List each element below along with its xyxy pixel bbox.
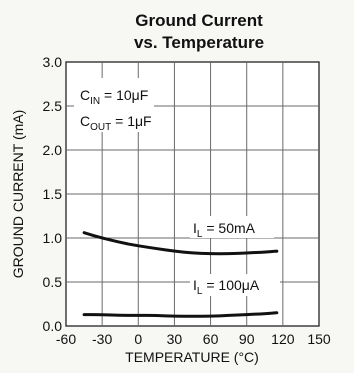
chart-title: Ground Current: [135, 11, 263, 30]
y-tick-label: 2.5: [43, 98, 63, 114]
x-tick-label: 150: [307, 331, 331, 347]
x-tick-label: -30: [92, 331, 112, 347]
x-tick-label: 0: [134, 331, 142, 347]
series-label-50ma: IL = 50mA: [193, 220, 256, 240]
series-line-50ma: [82, 231, 279, 256]
x-axis-label: TEMPERATURE (°C): [125, 349, 259, 365]
series-label-bg-50ma: [190, 216, 274, 238]
y-tick-label: 0.0: [43, 318, 63, 334]
cout-label: COUT = 1μF: [80, 113, 152, 133]
y-tick-label: 1.5: [43, 186, 63, 202]
y-tick-label: 0.5: [43, 274, 63, 290]
series-lines: [82, 231, 279, 318]
series-line-100ua: [82, 311, 279, 318]
x-tick-label: 30: [167, 331, 183, 347]
x-tick-label: -60: [56, 331, 76, 347]
x-tick-label: 120: [271, 331, 295, 347]
y-tick-label: 1.0: [43, 230, 63, 246]
conditions-box: [74, 78, 154, 132]
y-tick-labels: 0.0 0.5 1.0 1.5 2.0 2.5 3.0: [43, 54, 63, 334]
cin-label: CIN = 10μF: [80, 87, 148, 107]
y-tick-label: 2.0: [43, 142, 63, 158]
x-tick-label: 90: [239, 331, 255, 347]
x-tick-labels: -60 -30 0 30 60 90 120 150: [56, 331, 331, 347]
chart-subtitle: vs. Temperature: [134, 33, 264, 52]
series-label-100ua: IL = 100μA: [193, 277, 260, 297]
series-label-bg-100ua: [190, 274, 280, 296]
y-tick-label: 3.0: [43, 54, 63, 70]
y-axis-label: GROUND CURRENT (mA): [10, 110, 26, 279]
x-tick-label: 60: [203, 331, 219, 347]
